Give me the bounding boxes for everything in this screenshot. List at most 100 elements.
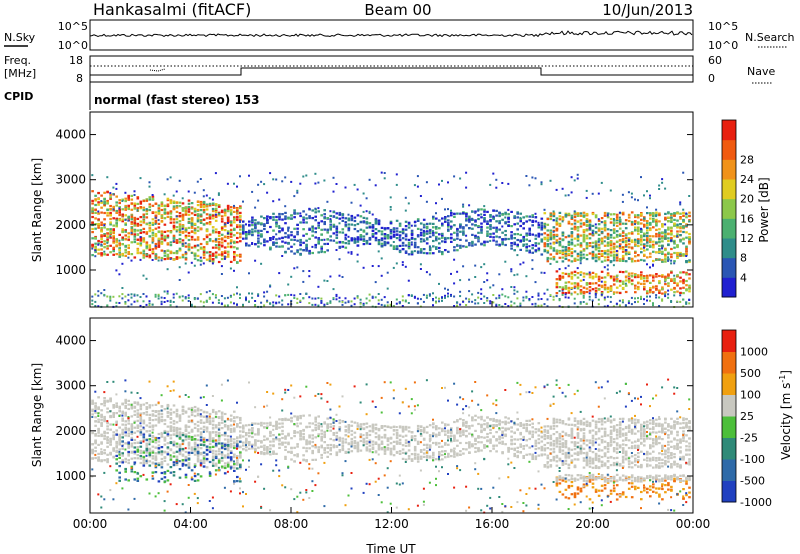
scatter-cell [410,294,413,297]
scatter-cell [582,211,586,214]
scatter-cell [103,437,106,440]
scatter-cell [673,281,676,284]
scatter-cell [124,238,127,241]
scatter-cell [187,465,191,468]
scatter-cell [634,284,637,287]
scatter-cell [567,286,571,289]
scatter-cell [649,214,652,217]
scatter-cell [525,238,528,241]
scatter-cell [543,226,547,229]
scatter-cell [106,228,109,231]
scatter-cell [549,242,552,245]
scatter-cell [223,251,227,254]
scatter-cell [157,437,161,440]
scatter-cell [314,297,317,300]
scatter-cell [588,282,592,285]
scatter-cell [615,286,619,289]
scatter-cell [344,225,348,228]
scatter-cell [531,215,534,218]
scatter-cell [410,243,413,246]
scatter-cell [133,240,137,244]
scatter-cell [591,250,595,253]
scatter-cell [187,271,190,274]
scatter-cell [97,458,100,462]
scatter-cell [130,444,134,447]
scatter-cell [688,237,691,240]
scatter-cell [576,272,580,275]
scatter-cell [181,439,185,442]
scatter-cell [154,219,158,222]
scatter-cell [504,229,507,233]
scatter-cell [371,265,374,267]
scatter-cell [133,235,137,238]
scatter-cell [664,247,667,250]
scatter-cell [591,224,595,227]
scatter-cell [425,252,429,255]
scatter-cell [661,247,664,250]
scatter-cell [272,229,275,232]
scatter-cell [118,249,121,252]
scatter-cell [576,286,580,289]
scatter-cell [591,271,595,274]
scatter-cell [609,275,613,278]
scatter-cell [94,404,97,408]
scatter-cell [133,224,137,227]
scatter-cell [422,223,426,226]
scatter-cell [567,242,571,245]
scatter-cell [136,197,140,200]
scatter-cell [91,452,94,455]
scatter-cell [106,214,109,217]
scatter-cell [630,257,634,260]
scatter-cell [187,431,191,434]
scatter-cell [130,403,133,406]
scatter-cell [495,226,498,229]
scatter-cell [275,241,278,244]
scatter-cell [133,207,137,210]
scatter-cell [338,222,341,225]
scatter-cell [398,222,402,225]
scatter-cell [609,189,612,192]
scatter-cell [260,180,263,183]
scatter-cell [205,208,209,211]
scatter-cell [582,238,586,241]
scatter-cell [419,248,423,251]
scatter-cell [404,300,407,303]
scatter-cell [157,416,161,419]
scatter-cell [368,211,371,214]
scatter-cell [236,292,238,295]
scatter-cell [308,207,311,210]
scatter-cell [546,305,549,308]
scatter-cell [145,253,149,256]
scatter-cell [133,497,136,500]
scatter-cell [501,182,504,184]
scatter-cell [513,223,516,226]
scatter-cell [305,245,308,248]
scatter-cell [196,204,200,207]
scatter-cell [121,443,124,446]
scatter-cell [211,260,215,263]
scatter-cell [643,253,646,256]
scatter-cell [317,238,320,241]
scatter-cell [546,251,550,254]
scatter-cell [190,261,193,264]
scatter-cell [196,407,200,410]
scatter-cell [160,303,163,306]
scatter-cell [483,302,486,304]
scatter-cell [600,250,604,253]
scatter-cell [634,301,636,304]
scatter-cell [154,202,158,205]
scatter-cell [540,298,543,300]
scatter-cell [525,243,528,246]
scatter-cell [130,293,133,296]
scatter-cell [612,275,616,278]
scatter-cell [371,295,374,298]
scatter-cell [217,231,221,234]
scatter-cell [154,244,157,247]
scatter-cell [498,220,501,223]
scatter-cell [127,434,130,438]
scatter-cell [91,207,94,210]
scatter-cell [275,222,278,225]
scatter-cell [293,267,296,270]
scatter-cell [341,241,345,244]
scatter-cell [193,222,197,225]
